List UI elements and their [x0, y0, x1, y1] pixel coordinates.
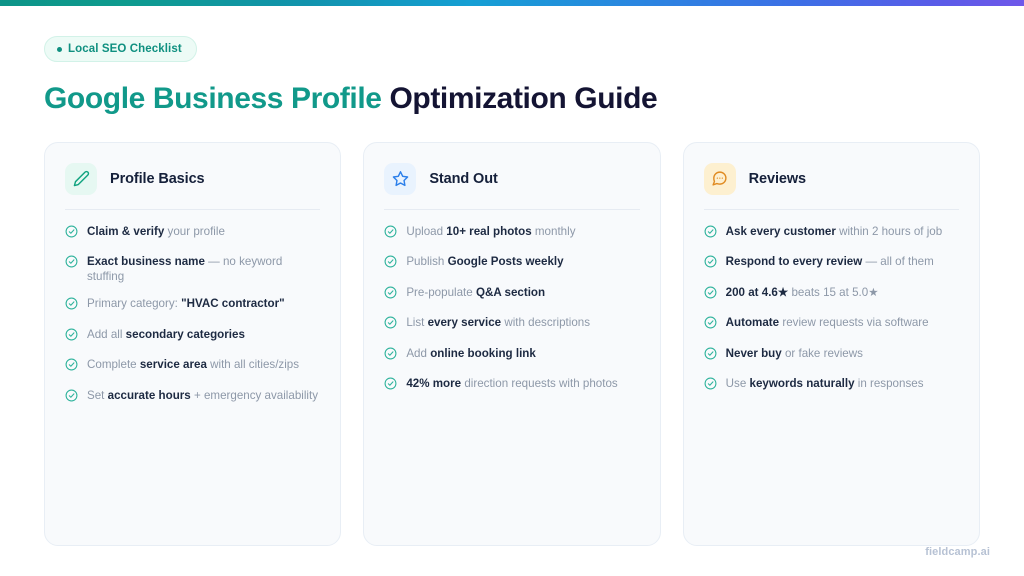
list-item-text: 200 at 4.6★ beats 15 at 5.0★: [725, 285, 879, 299]
check-circle-icon: [65, 255, 78, 273]
list-item-text: Never buy or fake reviews: [725, 346, 863, 360]
card-header: Reviews: [703, 162, 959, 209]
list-item: Automate review requests via software: [704, 315, 959, 334]
list-item-text: Exact business name — no keyword stuffin…: [87, 255, 283, 284]
list-item: Ask every customer within 2 hours of job: [704, 224, 959, 243]
star-icon: [384, 162, 417, 195]
check-circle-icon: [384, 255, 397, 273]
status-badge-label: Local SEO Checklist: [68, 43, 182, 55]
list-item: Add all secondary categories: [65, 327, 320, 346]
check-circle-icon: [384, 316, 397, 334]
chat-bubble-icon: [703, 162, 736, 195]
check-circle-icon: [65, 358, 78, 376]
check-circle-icon: [384, 286, 397, 304]
card-divider: [65, 208, 321, 210]
check-circle-icon: [384, 377, 397, 395]
list-item-text: Complete service area with all cities/zi…: [87, 358, 300, 372]
footer-brand: fieldcamp.ai: [925, 546, 990, 558]
list-item: Pre-populate Q&A section: [384, 285, 639, 304]
checklist: Claim & verify your profile Exact busine…: [65, 224, 320, 407]
checklist: Ask every customer within 2 hours of job…: [704, 224, 959, 396]
bullet-dot-icon: [57, 46, 62, 52]
check-circle-icon: [65, 297, 78, 315]
list-item-text: Primary category: "HVAC contractor": [87, 297, 285, 311]
list-item: Upload 10+ real photos monthly: [384, 224, 639, 243]
check-circle-icon: [704, 377, 717, 395]
list-item: Never buy or fake reviews: [704, 346, 959, 365]
page-title: Google Business Profile Optimization Gui…: [44, 82, 980, 116]
cards-row: Profile Basics Claim & verify your profi…: [44, 141, 980, 546]
check-circle-icon: [384, 225, 397, 243]
card-profile-basics: Profile Basics Claim & verify your profi…: [44, 141, 342, 546]
card-reviews: Reviews Ask every customer within 2 hour…: [682, 141, 980, 546]
list-item-text: Use keywords naturally in responses: [725, 377, 924, 391]
card-stand-out: Stand Out Upload 10+ real photos monthly…: [363, 141, 661, 546]
card-title: Reviews: [748, 170, 806, 187]
list-item: 200 at 4.6★ beats 15 at 5.0★: [704, 285, 959, 304]
pencil-icon: [65, 162, 97, 195]
page-title-accent: Google Business Profile: [44, 82, 382, 115]
list-item: Add online booking link: [384, 346, 639, 365]
list-item-text: Claim & verify your profile: [87, 224, 225, 238]
card-divider: [384, 208, 640, 210]
list-item: Respond to every review — all of them: [704, 254, 959, 273]
list-item-text: Ask every customer within 2 hours of job: [725, 224, 943, 238]
check-circle-icon: [704, 316, 717, 334]
card-header: Profile Basics: [65, 162, 320, 209]
list-item: Claim & verify your profile: [65, 224, 320, 243]
list-item: Use keywords naturally in responses: [704, 376, 959, 395]
list-item: Exact business name — no keyword stuffin…: [65, 254, 320, 285]
checklist: Upload 10+ real photos monthly Publish G…: [384, 224, 639, 396]
page-container: Local SEO Checklist Google Business Prof…: [0, 6, 1024, 576]
check-circle-icon: [65, 225, 78, 243]
list-item: Primary category: "HVAC contractor": [65, 296, 320, 315]
list-item: Complete service area with all cities/zi…: [65, 357, 320, 376]
check-circle-icon: [65, 328, 78, 346]
list-item-text: Respond to every review — all of them: [725, 255, 934, 269]
card-title: Profile Basics: [110, 170, 205, 187]
list-item: List every service with descriptions: [384, 315, 639, 334]
status-badge: Local SEO Checklist: [44, 36, 197, 62]
list-item-text: List every service with descriptions: [406, 316, 591, 330]
list-item: Set accurate hours + emergency availabil…: [65, 388, 320, 407]
list-item-text: Publish Google Posts weekly: [406, 255, 564, 269]
list-item-text: Add all secondary categories: [87, 327, 245, 341]
list-item: Publish Google Posts weekly: [384, 254, 639, 273]
check-circle-icon: [704, 347, 717, 365]
list-item-text: 42% more direction requests with photos: [406, 377, 618, 391]
list-item-text: Set accurate hours + emergency availabil…: [87, 388, 319, 402]
card-title: Stand Out: [429, 170, 498, 187]
check-circle-icon: [65, 389, 78, 407]
list-item-text: Pre-populate Q&A section: [406, 285, 546, 299]
check-circle-icon: [704, 286, 717, 304]
list-item-text: Add online booking link: [406, 346, 536, 360]
card-divider: [703, 208, 959, 210]
list-item-text: Automate review requests via software: [725, 316, 929, 330]
check-circle-icon: [704, 255, 717, 273]
check-circle-icon: [384, 347, 397, 365]
check-circle-icon: [704, 225, 717, 243]
top-gradient-bar: [0, 0, 1024, 6]
page-title-plain: Optimization Guide: [381, 82, 658, 115]
list-item: 42% more direction requests with photos: [384, 376, 639, 395]
list-item-text: Upload 10+ real photos monthly: [406, 224, 576, 238]
card-header: Stand Out: [384, 162, 639, 209]
